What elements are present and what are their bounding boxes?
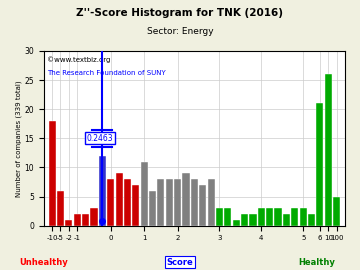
Bar bbox=[116, 173, 123, 226]
Bar bbox=[157, 179, 165, 226]
Bar bbox=[233, 220, 240, 226]
Text: Unhealthy: Unhealthy bbox=[19, 258, 68, 266]
Bar bbox=[74, 214, 81, 226]
Bar bbox=[124, 179, 131, 226]
Text: Healthy: Healthy bbox=[298, 258, 335, 266]
Bar bbox=[300, 208, 307, 226]
Bar bbox=[141, 162, 148, 226]
Bar bbox=[90, 208, 98, 226]
Bar bbox=[57, 191, 64, 226]
Bar bbox=[183, 173, 190, 226]
Bar bbox=[208, 179, 215, 226]
Y-axis label: Number of companies (339 total): Number of companies (339 total) bbox=[15, 80, 22, 197]
Bar bbox=[283, 214, 290, 226]
Bar bbox=[49, 121, 56, 226]
Bar bbox=[333, 197, 340, 226]
Bar bbox=[291, 208, 298, 226]
Bar bbox=[82, 214, 89, 226]
Bar bbox=[99, 156, 106, 226]
Bar bbox=[166, 179, 173, 226]
Bar bbox=[216, 208, 223, 226]
Text: Score: Score bbox=[167, 258, 193, 266]
Text: The Research Foundation of SUNY: The Research Foundation of SUNY bbox=[47, 70, 166, 76]
Bar bbox=[325, 74, 332, 226]
Bar bbox=[316, 103, 323, 226]
Bar bbox=[249, 214, 257, 226]
Bar bbox=[258, 208, 265, 226]
Bar bbox=[65, 220, 72, 226]
Text: Z''-Score Histogram for TNK (2016): Z''-Score Histogram for TNK (2016) bbox=[76, 8, 284, 18]
Text: ©www.textbiz.org: ©www.textbiz.org bbox=[47, 56, 110, 63]
Bar bbox=[191, 179, 198, 226]
Bar bbox=[174, 179, 181, 226]
Bar bbox=[308, 214, 315, 226]
Bar bbox=[199, 185, 206, 226]
Bar bbox=[107, 179, 114, 226]
Bar bbox=[266, 208, 273, 226]
Bar bbox=[241, 214, 248, 226]
Bar bbox=[132, 185, 139, 226]
Bar bbox=[274, 208, 282, 226]
Bar bbox=[224, 208, 231, 226]
Bar bbox=[149, 191, 156, 226]
Text: 0.2463: 0.2463 bbox=[86, 134, 113, 143]
Text: Sector: Energy: Sector: Energy bbox=[147, 27, 213, 36]
